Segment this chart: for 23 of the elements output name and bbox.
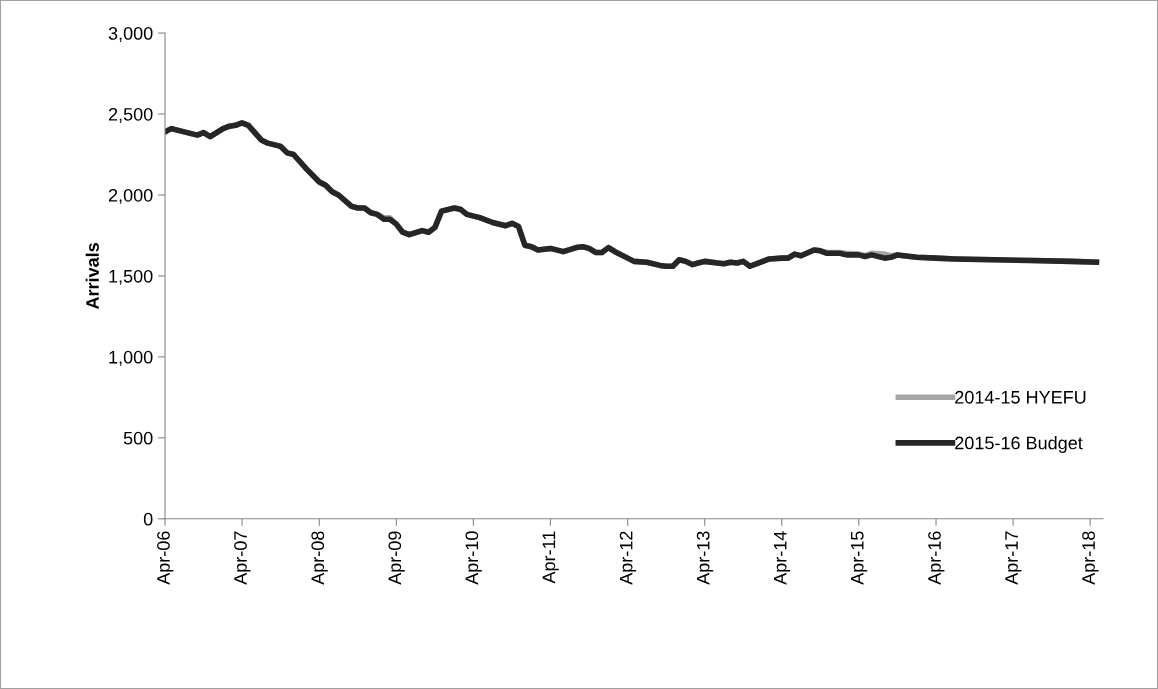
y-tick-label: 1,500 (109, 269, 153, 285)
x-tick-label: Apr-06 (157, 531, 174, 585)
x-tick-label: Apr-09 (388, 531, 405, 585)
y-axis-title: Arrivals (85, 243, 99, 310)
x-tick-label: Apr-12 (619, 531, 637, 585)
x-tick-label: Apr-18 (1082, 531, 1099, 585)
legend-label: 2014-15 HYEFU (955, 390, 1086, 404)
x-tick-label: Apr-16 (928, 531, 945, 585)
y-tick-label: 3,000 (108, 27, 153, 42)
y-tick-label: 2,500 (108, 107, 153, 123)
x-tick-label: Apr-10 (465, 531, 482, 585)
x-tick-label: Apr-17 (1005, 531, 1022, 585)
y-tick-label: 0 (143, 512, 153, 526)
y-tick-label: 500 (123, 431, 153, 445)
x-tick-label: Apr-15 (851, 531, 868, 585)
y-tick-label: 2,000 (108, 188, 153, 204)
x-tick-label: Apr-11 (542, 531, 559, 584)
legend-label: 2015-16 Budget (955, 436, 1083, 453)
x-tick-label: Apr-13 (696, 531, 714, 585)
y-tick-label: 1,000 (109, 350, 153, 366)
x-tick-label: Apr-08 (311, 531, 328, 585)
x-tick-label: Apr-07 (234, 531, 251, 585)
x-tick-label: Apr-14 (774, 531, 791, 585)
